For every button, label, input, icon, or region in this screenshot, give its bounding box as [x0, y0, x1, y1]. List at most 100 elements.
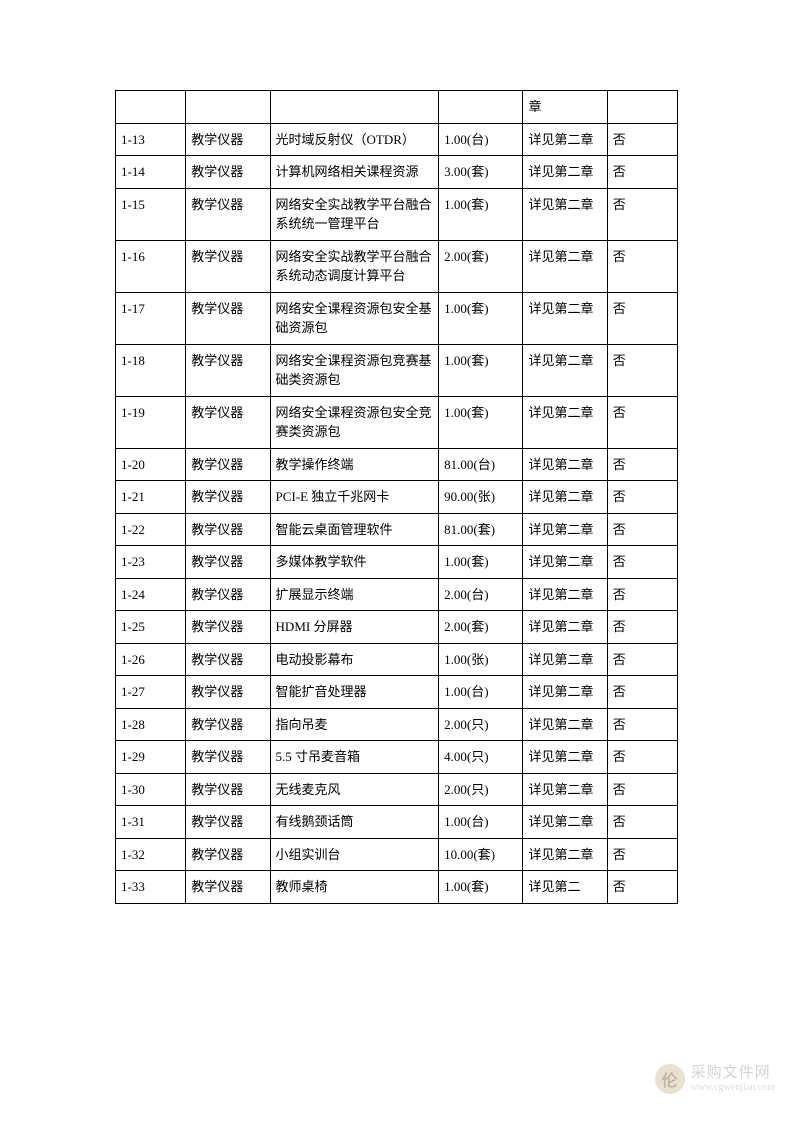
table-cell: 教学仪器 [186, 611, 270, 644]
table-cell: 网络安全课程资源包安全基础资源包 [270, 292, 439, 344]
table-cell: 2.00(台) [439, 578, 523, 611]
table-cell [439, 91, 523, 124]
table-cell: 教学仪器 [186, 123, 270, 156]
table-cell: 否 [607, 838, 677, 871]
table-cell: 教学仪器 [186, 773, 270, 806]
table-cell: 计算机网络相关课程资源 [270, 156, 439, 189]
table-cell: 详见第二章 [523, 578, 607, 611]
table-row: 1-15教学仪器网络安全实战教学平台融合系统统一管理平台1.00(套)详见第二章… [116, 188, 678, 240]
table-cell: 教学仪器 [186, 708, 270, 741]
table-cell: 否 [607, 578, 677, 611]
table-cell: 否 [607, 396, 677, 448]
table-cell: 1.00(套) [439, 188, 523, 240]
table-cell: 教学仪器 [186, 344, 270, 396]
table-cell: 否 [607, 546, 677, 579]
table-cell: 教学操作终端 [270, 448, 439, 481]
table-cell: 否 [607, 676, 677, 709]
table-cell: 否 [607, 741, 677, 774]
table-cell: PCI-E 独立千兆网卡 [270, 481, 439, 514]
table-cell: 教学仪器 [186, 806, 270, 839]
table-cell: 教学仪器 [186, 871, 270, 904]
table-cell: 81.00(台) [439, 448, 523, 481]
table-cell: 教学仪器 [186, 481, 270, 514]
table-cell [116, 91, 186, 124]
table-body: 章1-13教学仪器光时域反射仪（OTDR）1.00(台)详见第二章否1-14教学… [116, 91, 678, 904]
table-cell: 1-21 [116, 481, 186, 514]
table-cell: 教学仪器 [186, 240, 270, 292]
table-cell: 教师桌椅 [270, 871, 439, 904]
table-row: 1-33教学仪器教师桌椅1.00(套)详见第二否 [116, 871, 678, 904]
watermark: 伦 采购文件网 www.cgwenjian.com [655, 1064, 775, 1094]
table-cell: 详见第二章 [523, 156, 607, 189]
table-cell: 1.00(台) [439, 806, 523, 839]
table-cell: 网络安全实战教学平台融合系统统一管理平台 [270, 188, 439, 240]
table-cell: 电动投影幕布 [270, 643, 439, 676]
table-cell: 否 [607, 123, 677, 156]
table-cell: 2.00(只) [439, 773, 523, 806]
table-cell: 教学仪器 [186, 156, 270, 189]
table-cell: 详见第二章 [523, 188, 607, 240]
table-cell: 1-23 [116, 546, 186, 579]
table-row: 1-13教学仪器光时域反射仪（OTDR）1.00(台)详见第二章否 [116, 123, 678, 156]
table-row: 1-20教学仪器教学操作终端81.00(台)详见第二章否 [116, 448, 678, 481]
table-cell: 网络安全实战教学平台融合系统动态调度计算平台 [270, 240, 439, 292]
table-cell: 否 [607, 292, 677, 344]
table-cell: 1.00(张) [439, 643, 523, 676]
table-cell: 否 [607, 156, 677, 189]
table-cell: 详见第二章 [523, 838, 607, 871]
table-cell: 1-22 [116, 513, 186, 546]
table-cell: 5.5 寸吊麦音箱 [270, 741, 439, 774]
table-cell: 1-17 [116, 292, 186, 344]
table-cell: 90.00(张) [439, 481, 523, 514]
table-cell: 指向吊麦 [270, 708, 439, 741]
table-cell: 1-25 [116, 611, 186, 644]
table-cell: 详见第二章 [523, 676, 607, 709]
table-cell: 4.00(只) [439, 741, 523, 774]
table-row: 1-25教学仪器HDMI 分屏器2.00(套)详见第二章否 [116, 611, 678, 644]
table-cell: 1.00(套) [439, 292, 523, 344]
table-cell: 智能云桌面管理软件 [270, 513, 439, 546]
equipment-table: 章1-13教学仪器光时域反射仪（OTDR）1.00(台)详见第二章否1-14教学… [115, 90, 678, 904]
table-cell: 教学仪器 [186, 396, 270, 448]
table-cell: 否 [607, 643, 677, 676]
table-cell: 1.00(套) [439, 546, 523, 579]
table-cell: 光时域反射仪（OTDR） [270, 123, 439, 156]
table-cell: 否 [607, 806, 677, 839]
table-cell: 小组实训台 [270, 838, 439, 871]
table-cell: 否 [607, 708, 677, 741]
table-cell: 详见第二章 [523, 344, 607, 396]
table-cell: 详见第二章 [523, 240, 607, 292]
table-row: 1-17教学仪器网络安全课程资源包安全基础资源包1.00(套)详见第二章否 [116, 292, 678, 344]
table-cell: 详见第二章 [523, 513, 607, 546]
table-cell: 1-14 [116, 156, 186, 189]
table-row: 1-22教学仪器智能云桌面管理软件81.00(套)详见第二章否 [116, 513, 678, 546]
table-row: 1-28教学仪器指向吊麦2.00(只)详见第二章否 [116, 708, 678, 741]
table-cell: 教学仪器 [186, 838, 270, 871]
table-row: 1-26教学仪器电动投影幕布1.00(张)详见第二章否 [116, 643, 678, 676]
table-cell: 2.00(套) [439, 611, 523, 644]
table-cell: 1.00(套) [439, 871, 523, 904]
table-row: 1-23教学仪器多媒体教学软件1.00(套)详见第二章否 [116, 546, 678, 579]
table-cell: 1.00(套) [439, 396, 523, 448]
table-cell: 否 [607, 188, 677, 240]
table-row: 1-29教学仪器5.5 寸吊麦音箱4.00(只)详见第二章否 [116, 741, 678, 774]
table-cell: 1-15 [116, 188, 186, 240]
table-row: 1-21教学仪器PCI-E 独立千兆网卡90.00(张)详见第二章否 [116, 481, 678, 514]
table-cell: 10.00(套) [439, 838, 523, 871]
table-cell: 详见第二章 [523, 741, 607, 774]
table-cell: 扩展显示终端 [270, 578, 439, 611]
table-cell: 否 [607, 773, 677, 806]
table-cell: 详见第二章 [523, 773, 607, 806]
table-cell: 有线鹅颈话筒 [270, 806, 439, 839]
table-cell: 详见第二章 [523, 643, 607, 676]
watermark-line1: 采购文件网 [691, 1065, 775, 1082]
table-cell: 网络安全课程资源包安全竞赛类资源包 [270, 396, 439, 448]
table-cell: 详见第二章 [523, 123, 607, 156]
table-row: 1-32教学仪器小组实训台10.00(套)详见第二章否 [116, 838, 678, 871]
table-cell: 否 [607, 481, 677, 514]
table-cell [270, 91, 439, 124]
table-cell: 1.00(台) [439, 123, 523, 156]
watermark-icon: 伦 [655, 1064, 685, 1094]
table-cell: 1.00(台) [439, 676, 523, 709]
table-row: 章 [116, 91, 678, 124]
